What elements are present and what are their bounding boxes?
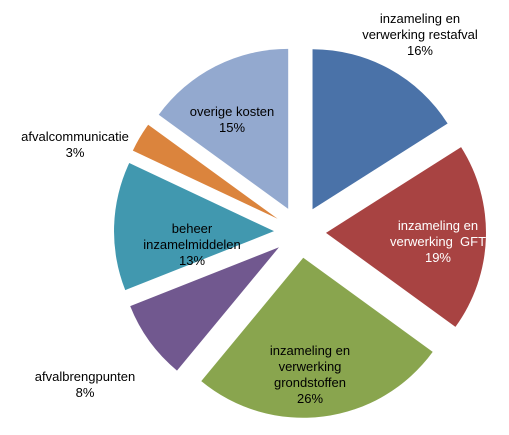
pie-slice <box>325 147 486 327</box>
slice-label: afvalbrengpunten 8% <box>35 369 135 401</box>
value-label: 26% <box>296 391 324 406</box>
slice-label: overige kosten 15% <box>190 104 275 136</box>
pie-slice <box>130 247 279 371</box>
pie-slice <box>114 163 275 291</box>
category-label: overige kosten <box>189 104 275 119</box>
category-label: afvalcommunicatie <box>21 129 129 144</box>
value-label: 8% <box>75 385 95 400</box>
value-label: 16% <box>406 43 434 58</box>
category-label: beheer inzamelmiddelen <box>143 221 241 252</box>
pie-slice <box>132 124 278 219</box>
pie-slice <box>201 257 433 418</box>
slice-label: inzameling en verwerking GFT 19% <box>390 218 486 266</box>
pie-slice <box>158 48 289 209</box>
slice-label: beheer inzamelmiddelen 13% <box>143 221 241 269</box>
value-label: 15% <box>218 120 246 135</box>
value-label: 13% <box>178 253 206 268</box>
value-label: 19% <box>424 250 452 265</box>
pie-slice <box>312 49 448 210</box>
slice-label: inzameling en verwerking grondstoffen 26% <box>270 343 350 407</box>
value-label: 3% <box>65 145 85 160</box>
category-label: afvalbrengpunten <box>34 369 136 384</box>
category-label: inzameling en verwerking GFT <box>389 218 487 249</box>
slice-label: afvalcommunicatie 3% <box>21 129 129 161</box>
category-label: inzameling en verwerking grondstoffen <box>269 343 351 390</box>
slice-label: inzameling en verwerking restafval 16% <box>362 11 478 59</box>
category-label: inzameling en verwerking restafval <box>362 11 478 42</box>
